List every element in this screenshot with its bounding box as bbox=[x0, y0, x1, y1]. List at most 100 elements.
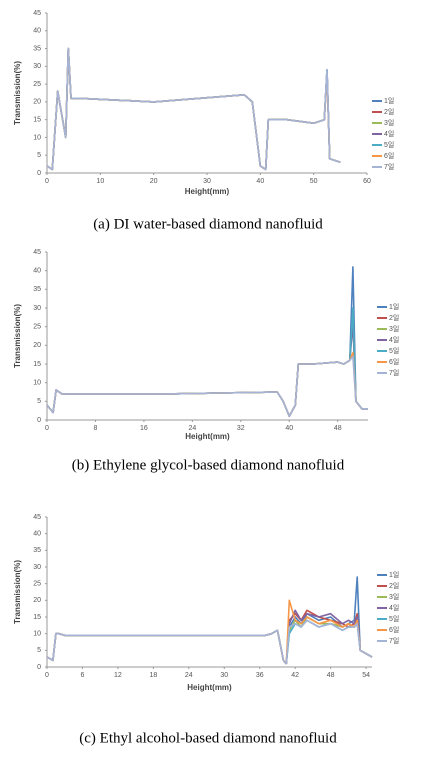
y-tick-label: 0 bbox=[37, 170, 41, 177]
y-tick-label: 0 bbox=[37, 417, 41, 424]
y-tick-label: 20 bbox=[33, 342, 41, 349]
data-line bbox=[46, 619, 373, 665]
caption: (b) Ethylene glycol-based diamond nanofl… bbox=[72, 457, 345, 473]
y-tick-label: 10 bbox=[33, 380, 41, 387]
y-tick-label: 45 bbox=[33, 249, 41, 256]
x-tick-label: 30 bbox=[220, 672, 228, 679]
x-tick-label: 40 bbox=[285, 425, 293, 432]
y-tick-label: 45 bbox=[33, 514, 41, 521]
legend-label: 6일 bbox=[389, 357, 399, 366]
caption: (a) DI water-based diamond nanofluid bbox=[93, 216, 323, 232]
y-tick-label: 30 bbox=[33, 564, 41, 571]
legend-label: 6일 bbox=[384, 151, 394, 160]
caption: (c) Ethyl alcohol-based diamond nanoflui… bbox=[79, 730, 337, 746]
x-tick-label: 0 bbox=[45, 425, 49, 432]
data-line bbox=[46, 355, 368, 418]
y-tick-label: 25 bbox=[33, 324, 41, 331]
y-tick-label: 5 bbox=[37, 398, 41, 405]
data-line bbox=[46, 576, 373, 665]
x-tick-label: 54 bbox=[362, 672, 370, 679]
legend-label: 2일 bbox=[389, 581, 399, 590]
x-tick-label: 40 bbox=[256, 178, 264, 185]
x-tick-label: 12 bbox=[114, 672, 122, 679]
x-tick-label: 48 bbox=[334, 425, 342, 432]
y-axis-label: Transmission(%) bbox=[13, 304, 22, 368]
y-tick-label: 20 bbox=[33, 99, 41, 106]
data-line bbox=[46, 47, 341, 171]
y-tick-label: 45 bbox=[33, 10, 41, 17]
y-tick-label: 40 bbox=[33, 531, 41, 538]
data-line bbox=[46, 599, 373, 665]
x-tick-label: 8 bbox=[93, 425, 97, 432]
x-tick-label: 48 bbox=[327, 672, 335, 679]
y-tick-label: 10 bbox=[33, 134, 41, 141]
data-line bbox=[46, 47, 341, 171]
x-tick-label: 16 bbox=[140, 425, 148, 432]
y-tick-label: 35 bbox=[33, 547, 41, 554]
legend-label: 7일 bbox=[384, 162, 394, 171]
y-axis-label: Transmission(%) bbox=[13, 560, 22, 624]
data-line bbox=[46, 307, 368, 418]
y-tick-label: 25 bbox=[33, 581, 41, 588]
x-tick-label: 0 bbox=[45, 178, 49, 185]
x-tick-label: 42 bbox=[291, 672, 299, 679]
y-tick-label: 35 bbox=[33, 45, 41, 52]
x-tick-label: 36 bbox=[256, 672, 264, 679]
x-tick-label: 50 bbox=[310, 178, 318, 185]
x-tick-label: 30 bbox=[203, 178, 211, 185]
legend-label: 7일 bbox=[389, 368, 399, 377]
x-axis-label: Height(mm) bbox=[185, 432, 230, 441]
data-line bbox=[46, 609, 373, 665]
legend-label: 5일 bbox=[389, 346, 399, 355]
data-line bbox=[46, 47, 341, 171]
legend-label: 4일 bbox=[389, 335, 399, 344]
y-tick-label: 40 bbox=[33, 28, 41, 35]
y-tick-label: 15 bbox=[33, 361, 41, 368]
data-line bbox=[46, 318, 368, 418]
y-tick-label: 10 bbox=[33, 631, 41, 638]
x-tick-label: 32 bbox=[237, 425, 245, 432]
y-tick-label: 5 bbox=[37, 647, 41, 654]
legend-label: 5일 bbox=[389, 614, 399, 623]
x-tick-label: 10 bbox=[96, 178, 104, 185]
x-axis-label: Height(mm) bbox=[187, 683, 232, 692]
x-tick-label: 60 bbox=[363, 178, 371, 185]
x-tick-label: 18 bbox=[149, 672, 157, 679]
data-line bbox=[46, 47, 341, 171]
y-tick-label: 30 bbox=[33, 305, 41, 312]
x-tick-label: 6 bbox=[81, 672, 85, 679]
legend-label: 4일 bbox=[384, 129, 394, 138]
y-tick-label: 35 bbox=[33, 286, 41, 293]
legend-label: 1일 bbox=[389, 570, 399, 579]
data-line bbox=[46, 47, 341, 171]
y-tick-label: 5 bbox=[37, 152, 41, 159]
y-axis-label: Transmission(%) bbox=[13, 61, 22, 125]
x-tick-label: 24 bbox=[185, 672, 193, 679]
y-tick-label: 15 bbox=[33, 117, 41, 124]
x-tick-label: 20 bbox=[150, 178, 158, 185]
legend-label: 4일 bbox=[389, 603, 399, 612]
x-tick-label: 24 bbox=[188, 425, 196, 432]
data-line bbox=[46, 616, 373, 665]
y-tick-label: 40 bbox=[33, 268, 41, 275]
data-line bbox=[46, 351, 368, 418]
legend-label: 3일 bbox=[389, 324, 399, 333]
legend-label: 6일 bbox=[389, 625, 399, 634]
legend-label: 3일 bbox=[389, 592, 399, 601]
data-line bbox=[46, 322, 368, 418]
y-tick-label: 30 bbox=[33, 63, 41, 70]
legend-label: 7일 bbox=[389, 636, 399, 645]
y-tick-label: 0 bbox=[37, 664, 41, 671]
y-tick-label: 25 bbox=[33, 81, 41, 88]
x-tick-label: 0 bbox=[45, 672, 49, 679]
x-axis-label: Height(mm) bbox=[185, 187, 230, 196]
legend-label: 1일 bbox=[389, 302, 399, 311]
legend-label: 3일 bbox=[384, 118, 394, 127]
legend-label: 1일 bbox=[384, 96, 394, 105]
data-line bbox=[46, 47, 341, 171]
y-tick-label: 20 bbox=[33, 597, 41, 604]
y-tick-label: 15 bbox=[33, 614, 41, 621]
data-line bbox=[46, 619, 373, 665]
legend-label: 5일 bbox=[384, 140, 394, 149]
